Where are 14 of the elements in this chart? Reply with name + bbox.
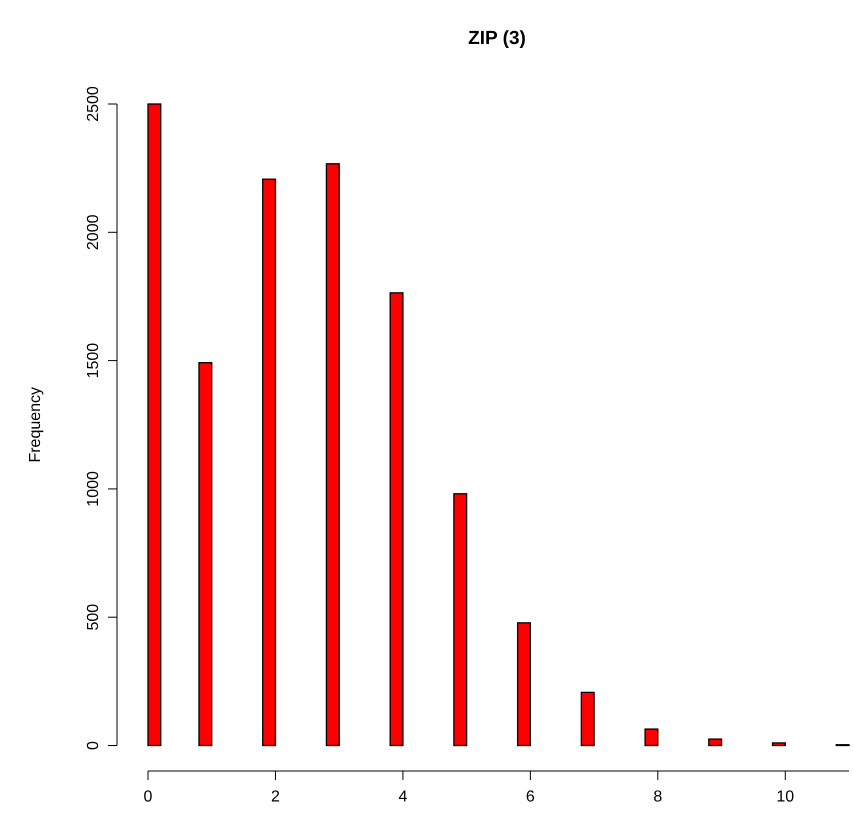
- y-axis-title: Frequency: [27, 386, 44, 463]
- x-tick-label: 10: [776, 788, 794, 806]
- y-tick-label: 500: [85, 604, 102, 631]
- x-tick-label: 8: [653, 788, 662, 806]
- x-tick-label: 2: [271, 788, 280, 806]
- y-tick-label: 2000: [85, 214, 102, 250]
- chart-title: ZIP (3): [468, 28, 526, 49]
- x-tick-label: 4: [398, 788, 408, 806]
- y-tick-label: 1500: [85, 342, 102, 378]
- y-tick-label: 2500: [85, 86, 102, 122]
- y-tick-label: 0: [85, 740, 102, 750]
- x-tick-label: 6: [526, 788, 535, 806]
- y-tick-label: 1000: [85, 471, 102, 507]
- x-tick-label: 0: [144, 788, 153, 806]
